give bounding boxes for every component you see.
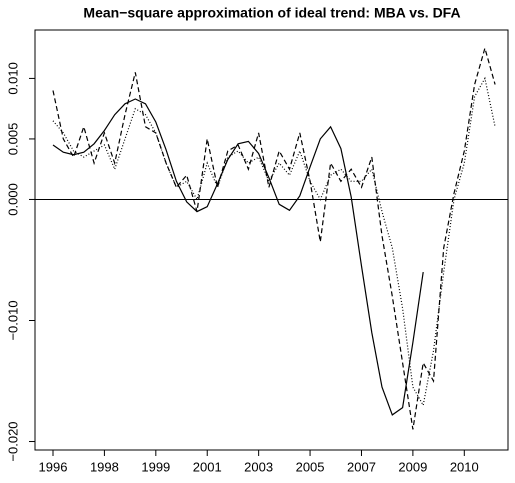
- x-tick-label: 2001: [193, 459, 222, 474]
- series-line: [52, 45, 496, 430]
- x-tick-label: 2009: [398, 459, 427, 474]
- x-tick-label: 1999: [141, 459, 170, 474]
- y-tick-label: −0.010: [5, 300, 20, 340]
- series-line: [52, 76, 496, 407]
- series-line: [52, 98, 424, 416]
- y-tick-label: 0.005: [5, 123, 20, 156]
- y-tick-label: 0.000: [5, 183, 20, 216]
- x-tick-label: 2007: [347, 459, 376, 474]
- x-tick-label: 2010: [450, 459, 479, 474]
- y-tick-label: 0.010: [5, 62, 20, 95]
- plot-frame: [34, 29, 509, 451]
- y-tick-label: −0.020: [5, 421, 20, 461]
- chart-title: Mean−square approximation of ideal trend…: [83, 5, 460, 21]
- x-tick-label: 2003: [244, 459, 273, 474]
- x-tick-label: 1996: [39, 459, 68, 474]
- x-tick-label: 2005: [296, 459, 325, 474]
- x-tick-label: 1998: [90, 459, 119, 474]
